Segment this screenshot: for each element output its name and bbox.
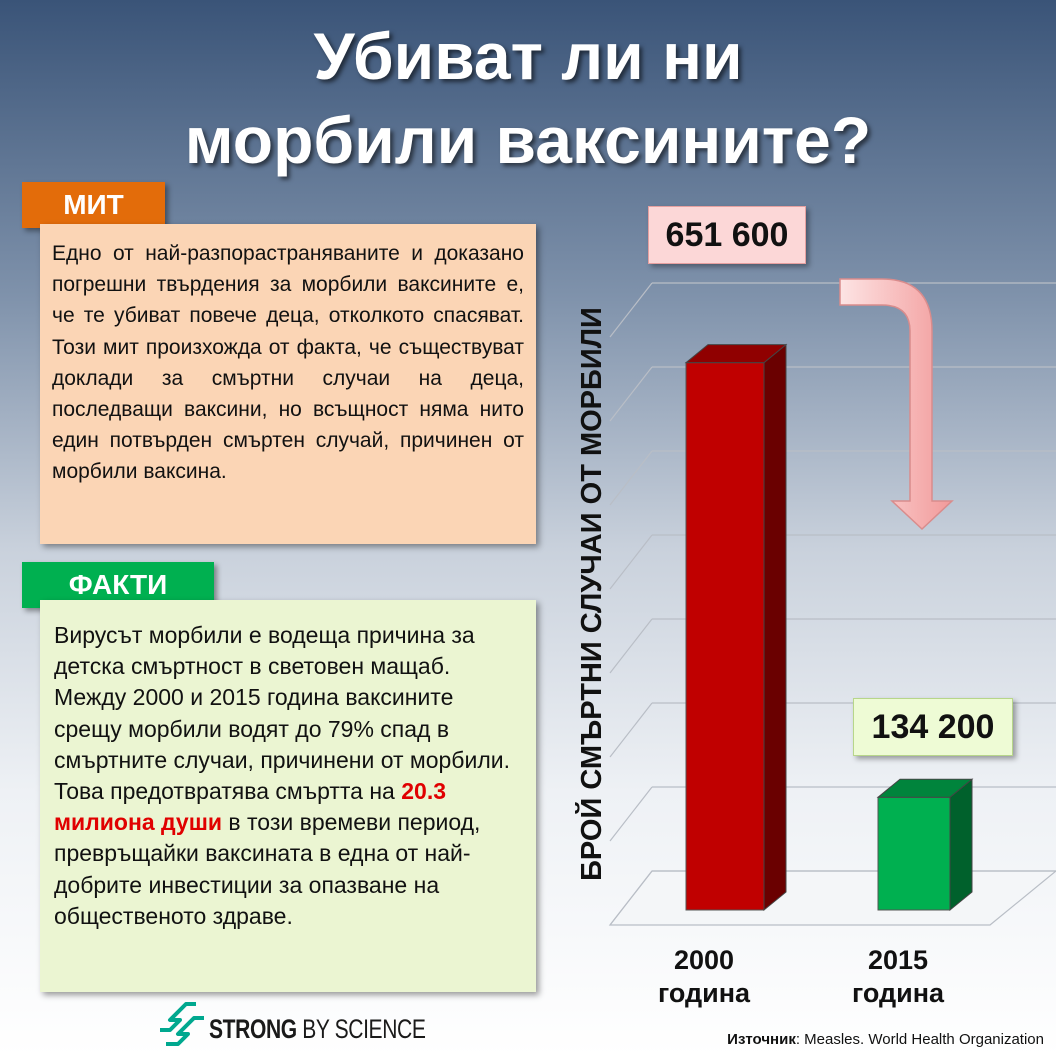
facts-box: Вирусът морбили е водеща причина за детс… bbox=[40, 600, 536, 992]
value-label-2015: 134 200 bbox=[853, 698, 1013, 756]
decrease-arrow-icon bbox=[839, 278, 954, 531]
myth-box: Едно от най-разпорастраняваните и доказа… bbox=[40, 224, 536, 544]
facts-highlight: 20.3 милиона души bbox=[54, 778, 447, 836]
source-label: Източник bbox=[727, 1031, 796, 1048]
title-line-1: Убиват ли ни bbox=[313, 19, 743, 93]
x-tick-label-2000: 2000 година bbox=[634, 944, 774, 1010]
bar-top-0 bbox=[684, 344, 788, 364]
gridline-side bbox=[609, 702, 653, 758]
myth-text: Едно от най-разпорастраняваните и доказа… bbox=[52, 242, 524, 484]
gridline-side bbox=[609, 786, 653, 842]
logo-mark-icon bbox=[160, 1002, 204, 1046]
bar-1 bbox=[877, 796, 951, 911]
logo-text: STRONG BY SCIENCE bbox=[209, 1014, 426, 1045]
x-tick-year-2000: 2000 bbox=[673, 945, 735, 975]
title-line-2: морбили ваксините? bbox=[184, 103, 872, 177]
bar-chart bbox=[608, 278, 1056, 926]
gridline-side bbox=[609, 534, 653, 590]
gridline-side bbox=[609, 282, 653, 338]
chart-bars bbox=[684, 343, 974, 912]
myth-tag: МИТ bbox=[22, 182, 165, 228]
logo-strong: STRONG bbox=[209, 1014, 297, 1044]
x-tick-unit-2015: година bbox=[851, 978, 945, 1008]
logo-rest: BY SCIENCE bbox=[296, 1014, 426, 1044]
value-label-2000: 651 600 bbox=[648, 206, 806, 264]
source-text: : Measles. World Health Organization bbox=[795, 1031, 1044, 1048]
facts-text-after: в този времеви период, превръщайки вакси… bbox=[54, 809, 481, 929]
y-axis-label: БРОЙ СМЪРТНИ СЛУЧАИ ОТ МОРБИЛИ bbox=[576, 307, 608, 881]
x-tick-year-2015: 2015 bbox=[867, 945, 929, 975]
source-note: Източник: Measles. World Health Organiza… bbox=[727, 1031, 1044, 1048]
gridline-side bbox=[609, 618, 653, 674]
gridline-side bbox=[609, 870, 653, 926]
bar-side-1 bbox=[949, 778, 973, 912]
bar-0 bbox=[685, 362, 765, 911]
chart-floor bbox=[608, 870, 1056, 926]
strong-by-science-logo: STRONG BY SCIENCE bbox=[156, 1000, 426, 1050]
facts-text-before: Вирусът морбили е водеща причина за детс… bbox=[54, 622, 510, 805]
gridline-side bbox=[609, 450, 653, 506]
bar-side-0 bbox=[763, 343, 787, 912]
page-title: Убиват ли ни морбили ваксините? bbox=[0, 14, 1056, 182]
bar-top-1 bbox=[876, 778, 974, 798]
gridline-side bbox=[609, 366, 653, 422]
x-tick-unit-2000: година bbox=[657, 978, 751, 1008]
chart-grid bbox=[608, 282, 1056, 926]
x-tick-label-2015: 2015 година bbox=[828, 944, 968, 1010]
